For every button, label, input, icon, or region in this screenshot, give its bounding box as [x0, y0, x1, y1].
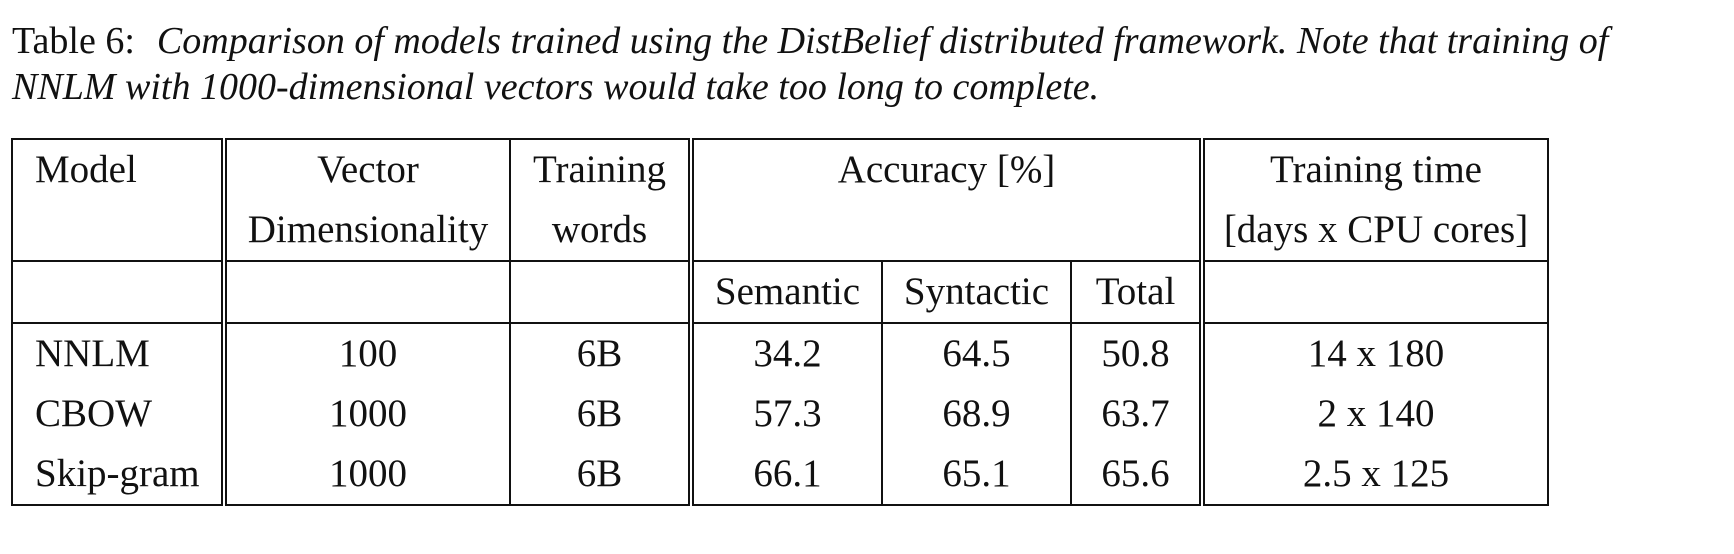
header-vector-dimensionality: Vector Dimensionality: [224, 139, 511, 261]
header-training-words: Training words: [510, 139, 694, 261]
subheader-total: Total: [1071, 261, 1205, 323]
subheader-empty: [12, 261, 227, 323]
header-row-2: Semantic Syntactic Total: [12, 261, 1548, 323]
cell-total: 63.7: [1071, 384, 1205, 444]
cell-syntactic: 68.9: [882, 384, 1072, 444]
cell-training-time: 2.5 x 125: [1302, 452, 1450, 495]
cell-syntactic: 64.5: [882, 323, 1072, 384]
header-model: Model: [12, 139, 227, 261]
subheader-empty: [224, 261, 511, 323]
cell-training-time: 14 x 180: [1307, 332, 1445, 375]
cell-dimensionality: 1000: [224, 444, 511, 505]
header-row-1: Model Vector Dimensionality Training wor…: [12, 139, 1548, 261]
table-row: NNLM 100 6B 34.2 64.5 50.8 14 x 180: [12, 323, 1548, 384]
cell-model: NNLM: [12, 323, 227, 384]
table-row: CBOW 1000 6B 57.3 68.9 63.7 2 x 140: [12, 384, 1548, 444]
cell-training-words: 6B: [510, 323, 694, 384]
cell-training-time: 2 x 140: [1317, 392, 1435, 435]
cell-total: 65.6: [1071, 444, 1205, 505]
cell-semantic: 57.3: [691, 384, 883, 444]
cell-semantic: 66.1: [691, 444, 883, 505]
cell-model: CBOW: [12, 384, 227, 444]
cell-syntactic: 65.1: [882, 444, 1072, 505]
subheader-empty: [510, 261, 694, 323]
cell-dimensionality: 100: [224, 323, 511, 384]
cell-semantic: 34.2: [691, 323, 883, 384]
cell-total: 50.8: [1071, 323, 1205, 384]
table-caption: Table 6: Comparison of models trained usi…: [12, 18, 1712, 110]
cell-dimensionality: 1000: [224, 384, 511, 444]
cell-training-words: 6B: [510, 444, 694, 505]
cell-training-words: 6B: [510, 384, 694, 444]
subheader-syntactic: Syntactic: [882, 261, 1072, 323]
header-accuracy: Accuracy [%]: [691, 139, 1205, 261]
caption-label: Table 6:: [12, 20, 135, 62]
cell-model: Skip-gram: [12, 444, 227, 505]
caption-text: Comparison of models trained using the D…: [12, 20, 1609, 108]
results-table: Model Vector Dimensionality Training wor…: [11, 138, 1549, 506]
subheader-semantic: Semantic: [691, 261, 883, 323]
header-training-time: Training time [days x CPU cores]: [1223, 148, 1529, 251]
results-table-container: Model Vector Dimensionality Training wor…: [11, 138, 1549, 506]
subheader-empty: [1202, 261, 1548, 323]
table-row: Skip-gram 1000 6B 66.1 65.1 65.6 2.5 x 1…: [12, 444, 1548, 505]
